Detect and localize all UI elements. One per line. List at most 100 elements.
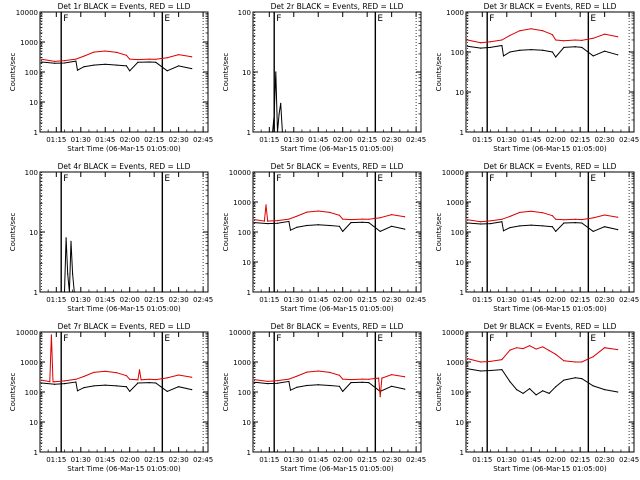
data-point-lld — [306, 211, 308, 213]
vertical-marker-label: E — [164, 334, 170, 344]
data-point-lld — [116, 372, 118, 374]
data-point-lld — [519, 30, 521, 32]
data-point-lld — [530, 28, 532, 30]
data-point-events — [467, 45, 469, 47]
data-point-events — [41, 382, 43, 384]
x-tick-label: 01:15 — [46, 136, 66, 144]
detector-panel: 1 10 100 01:15 01:30 01:45 02:00 02:15 02:30 02:4… — [222, 2, 426, 153]
x-axis-label: Start Time (06-Mar-15 01:05:00) — [280, 145, 394, 153]
data-point-events — [522, 392, 524, 394]
data-point-events — [83, 66, 85, 68]
y-tick-label: 10 — [242, 259, 251, 267]
data-point-events — [489, 46, 492, 49]
data-point-lld — [574, 39, 576, 41]
data-point-lld — [604, 33, 606, 35]
data-point-lld — [592, 356, 594, 358]
data-point-events — [63, 291, 66, 293]
panel-title: Det 3r BLACK = Events, RED = LLD — [484, 2, 617, 11]
data-point-lld — [563, 219, 565, 221]
y-tick-label: 100 — [238, 389, 251, 397]
data-point-events — [563, 222, 565, 224]
data-point-events — [93, 64, 95, 66]
data-point-lld — [379, 396, 381, 398]
vertical-marker-label: E — [590, 14, 596, 24]
x-tick-label: 02:30 — [595, 456, 615, 464]
x-tick-label: 02:45 — [193, 456, 213, 464]
data-point-events — [41, 61, 43, 63]
data-point-lld — [535, 348, 537, 350]
vertical-marker-label: E — [377, 174, 383, 184]
data-point-events — [104, 384, 106, 386]
x-tick-label: 02:15 — [144, 456, 164, 464]
x-tick-label: 01:45 — [521, 136, 541, 144]
y-tick-label: 1000 — [446, 199, 464, 207]
data-point-events — [391, 225, 393, 227]
data-point-events — [273, 113, 275, 115]
data-point-events — [125, 386, 128, 388]
vertical-marker-label: F — [276, 174, 281, 184]
x-tick-label: 02:00 — [546, 456, 566, 464]
y-axis-label: Counts/sec — [435, 53, 443, 92]
data-point-events — [604, 389, 606, 391]
data-point-events — [502, 55, 505, 57]
data-point-lld — [480, 361, 482, 363]
data-point-events — [116, 385, 118, 387]
data-point-events — [329, 384, 331, 387]
data-point-events — [604, 50, 606, 52]
vertical-marker-label: F — [489, 174, 494, 184]
data-point-lld — [75, 58, 77, 60]
data-point-lld — [125, 54, 128, 56]
data-point-events — [178, 386, 180, 388]
data-point-lld — [148, 378, 150, 380]
data-point-lld — [49, 381, 51, 383]
x-tick-label: 02:15 — [357, 136, 377, 144]
data-point-events — [148, 61, 150, 63]
data-point-events — [296, 386, 298, 388]
x-axis-label: Start Time (06-Mar-15 01:05:00) — [493, 465, 607, 473]
x-tick-label: 02:15 — [357, 456, 377, 464]
data-point-events — [342, 390, 344, 392]
x-tick-label: 02:00 — [120, 456, 140, 464]
data-point-lld — [166, 57, 168, 59]
data-point-events — [104, 63, 106, 65]
x-tick-label: 01:30 — [71, 136, 91, 144]
data-point-events — [63, 383, 66, 385]
data-point-events — [480, 370, 482, 372]
data-point-lld — [617, 36, 619, 38]
data-point-events — [129, 70, 131, 72]
data-point-events — [75, 381, 77, 383]
data-point-lld — [467, 219, 469, 221]
data-point-events — [166, 70, 168, 72]
data-point-lld — [604, 214, 606, 216]
data-point-lld — [361, 218, 363, 220]
data-point-lld — [166, 377, 168, 379]
data-point-lld — [329, 371, 331, 374]
data-point-lld — [604, 347, 606, 349]
y-tick-label: 1 — [247, 129, 251, 137]
x-tick-label: 01:15 — [259, 136, 279, 144]
detector-panel: 1 10 100 1000 10000 01:15 01:30 01:45 02:00 02:15… — [222, 322, 426, 473]
y-tick-label: 10 — [29, 229, 38, 237]
data-point-events — [530, 224, 532, 226]
x-tick-label: 01:30 — [284, 456, 304, 464]
y-axis-label: Counts/sec — [222, 53, 230, 92]
y-tick-label: 1 — [460, 129, 464, 137]
data-point-events — [148, 382, 150, 384]
y-tick-label: 10000 — [16, 9, 38, 17]
x-tick-label: 02:45 — [619, 296, 639, 304]
detector-panel: 1 10 100 01:15 01:30 01:45 02:00 02:15 02:30 02:4… — [9, 162, 213, 313]
data-point-events — [338, 385, 341, 387]
y-tick-label: 1000 — [20, 359, 38, 367]
data-point-events — [317, 224, 319, 226]
vertical-marker-label: E — [377, 14, 383, 24]
data-point-events — [404, 388, 406, 390]
data-point-lld — [317, 370, 319, 372]
y-axis-label: Counts/sec — [9, 213, 17, 252]
x-tick-label: 02:00 — [120, 296, 140, 304]
data-point-events — [563, 46, 565, 49]
data-point-lld — [116, 51, 118, 54]
data-point-events — [555, 386, 557, 388]
data-point-events — [73, 291, 75, 293]
data-point-events — [276, 131, 279, 133]
data-point-lld — [155, 58, 157, 60]
